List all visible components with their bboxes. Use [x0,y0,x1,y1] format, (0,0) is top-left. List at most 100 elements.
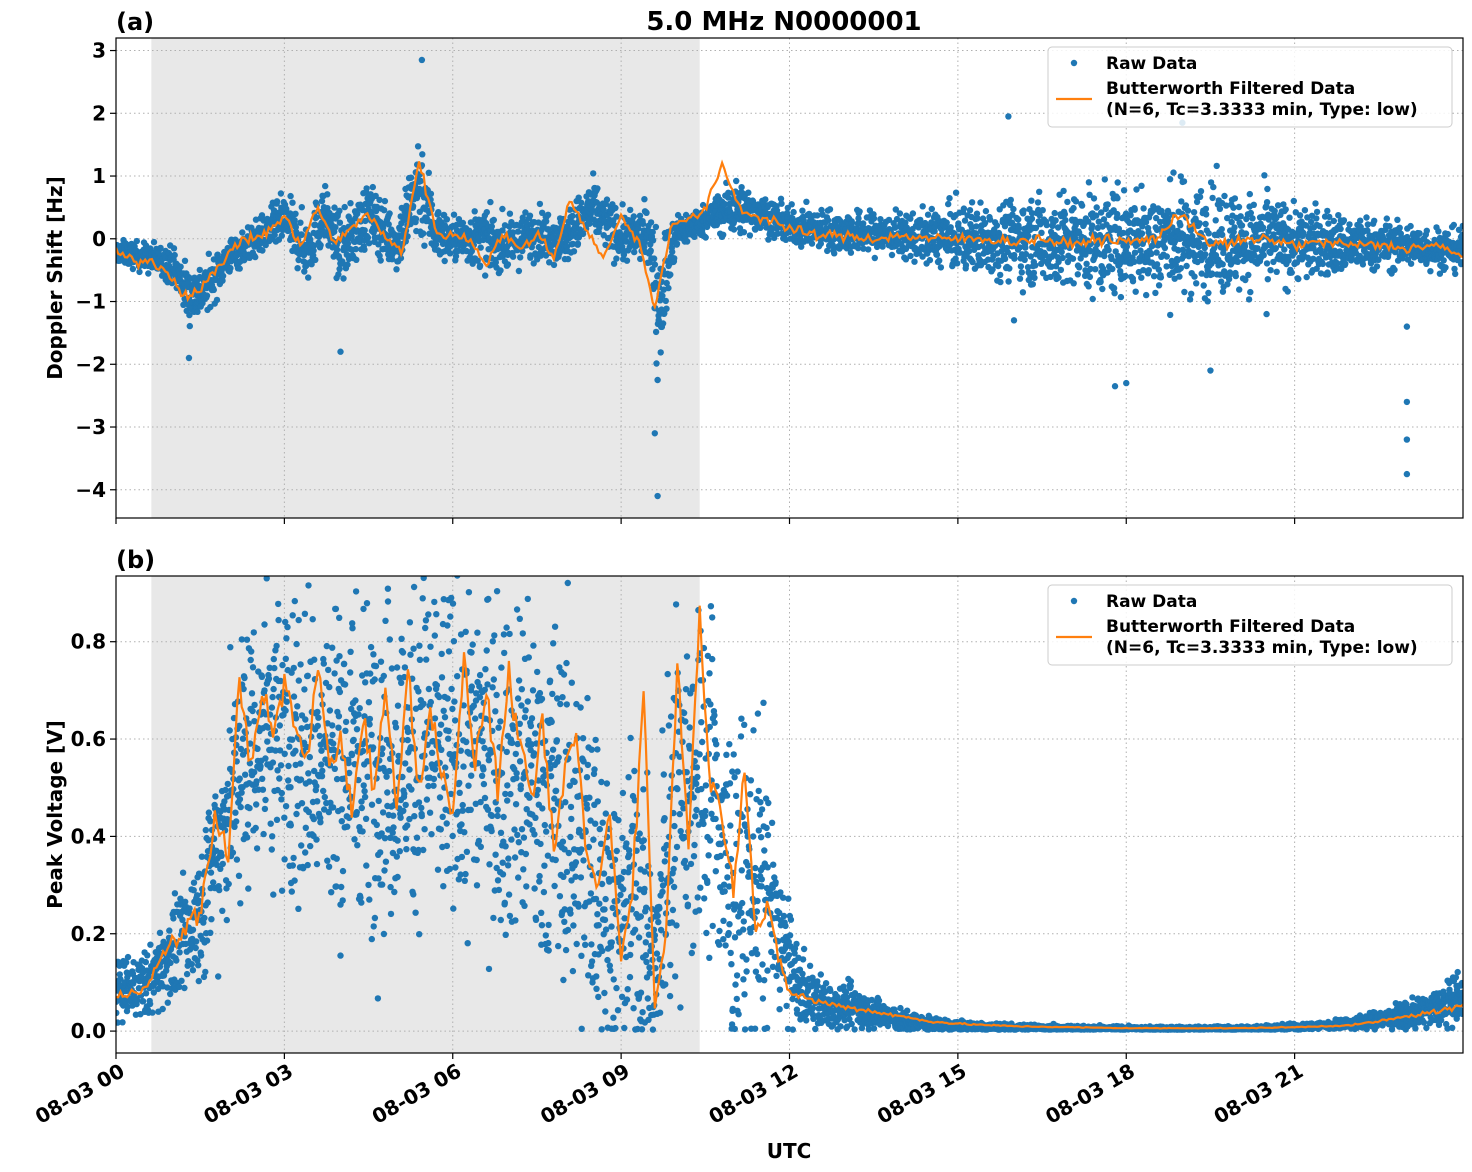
raw-data-point [157,244,164,252]
raw-data-point [335,271,342,278]
raw-data-point [1218,226,1225,233]
raw-data-point [973,210,981,217]
raw-data-point [1028,210,1036,217]
raw-data-point [193,938,200,945]
raw-data-outlier [1207,367,1214,374]
raw-data-point [831,250,838,257]
raw-data-point [420,230,427,237]
raw-data-point [271,231,278,239]
raw-data-point [641,196,648,203]
raw-data-point [281,750,288,757]
raw-data-point [1219,288,1227,295]
raw-data-point [170,245,178,252]
raw-data-point [1143,291,1150,299]
raw-data-point [275,600,282,608]
raw-data-point [515,267,523,275]
raw-data-point [902,219,909,226]
raw-data-point [380,207,388,214]
raw-data-point [386,210,393,217]
raw-data-point [259,247,266,254]
raw-data-point [1440,257,1447,264]
raw-data-point [1198,270,1205,277]
raw-data-point [1092,266,1099,273]
raw-data-point [1293,259,1301,266]
raw-data-point [960,205,968,212]
raw-data-point [965,248,973,255]
raw-data-point [1195,239,1203,246]
raw-data-point [285,777,292,784]
raw-data-point [855,244,862,252]
raw-data-point [322,182,329,190]
raw-data-point [278,232,285,239]
raw-data-point [1295,275,1302,283]
raw-data-point [179,916,186,923]
raw-data-point [892,223,899,231]
raw-data-point [1188,290,1195,297]
raw-data-point [207,818,214,825]
raw-data-point [210,286,217,294]
raw-data-point [1028,197,1035,204]
raw-data-point [168,279,176,287]
raw-data-point [1109,265,1116,273]
raw-data-point [1138,230,1146,237]
raw-data-point [1150,273,1158,280]
raw-data-point [1241,243,1249,250]
raw-data-point [1177,265,1185,272]
raw-data-point [1140,205,1147,212]
raw-data-point [282,618,289,626]
raw-data-point [947,224,954,231]
raw-data-point [1058,248,1065,256]
raw-data-point [790,208,797,216]
raw-data-outlier [1403,323,1411,330]
raw-data-point [1157,274,1165,281]
raw-data-point [241,674,248,682]
raw-data-point [778,200,785,207]
raw-data-point [353,256,360,263]
raw-data-point [1324,271,1332,278]
raw-data-point [1416,230,1423,237]
raw-data-point [259,786,267,793]
raw-data-point [1218,278,1225,285]
raw-data-point [1333,260,1341,267]
raw-data-point [208,916,215,923]
panel-label: (a) [116,8,154,36]
raw-data-point [1444,230,1452,238]
raw-data-point [455,216,463,223]
raw-data-point [421,242,428,249]
raw-data-point [654,376,661,384]
raw-data-point [1064,198,1071,206]
raw-data-point [1047,273,1054,281]
raw-data-point [233,818,240,825]
raw-data-point [333,883,340,890]
raw-data-point [566,206,573,213]
raw-data-point [1178,198,1185,205]
raw-data-point [304,672,311,679]
raw-data-point [578,199,585,206]
raw-data-point [1202,205,1210,213]
raw-data-point [1331,247,1339,254]
raw-data-point [268,846,275,853]
raw-data-point [305,808,312,816]
raw-data-point [388,256,396,263]
raw-data-point [488,223,495,230]
raw-data-point [919,203,926,210]
raw-data-point [1247,209,1255,217]
raw-data-point [1022,250,1030,258]
raw-data-point [1020,207,1027,214]
raw-data-point [1263,199,1271,206]
raw-data-point [289,612,296,619]
raw-data-point [1070,280,1077,287]
raw-data-point [1136,258,1144,265]
raw-data-point [316,732,323,740]
raw-data-point [1005,278,1012,285]
raw-data-point [219,907,226,914]
raw-data-point [1286,214,1293,221]
raw-data-point [377,257,384,264]
raw-data-point [307,236,314,243]
raw-data-point [324,191,331,198]
raw-data-point [306,778,313,785]
raw-data-point [195,962,202,969]
raw-data-point [483,209,490,216]
raw-data-point [1122,272,1129,280]
raw-data-point [1442,264,1449,271]
